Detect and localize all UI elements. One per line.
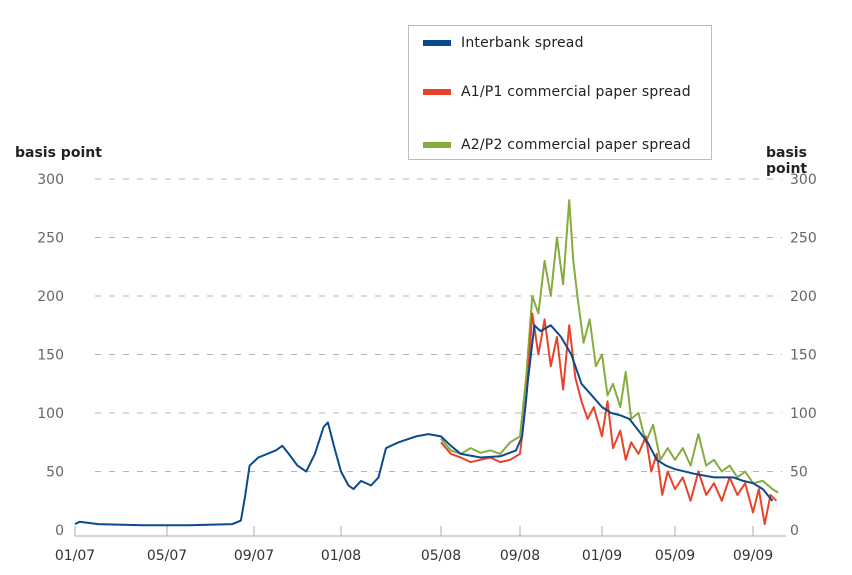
legend-swatch-a1p1 (423, 89, 451, 95)
y-axis-left-label: basis point (15, 145, 102, 161)
x-tick-label: 01/08 (321, 548, 361, 564)
y-tick-label-left: 200 (37, 289, 64, 305)
legend-swatch-interbank (423, 40, 451, 46)
a2p2-spread-line (440, 199, 779, 494)
y-tick-label-right: 250 (790, 231, 817, 247)
y-tick-label-left: 0 (55, 523, 64, 539)
y-tick-label-right: 0 (790, 523, 799, 539)
y-tick-label-right: 200 (790, 289, 817, 305)
y-tick-label-right: 50 (790, 465, 808, 481)
legend-label: A2/P2 commercial paper spread (461, 137, 691, 153)
y-axis-left-ticks: 0 50 100 150 200 250 300 (37, 172, 64, 539)
x-tick-label: 05/09 (655, 548, 695, 564)
y-tick-label-left: 300 (37, 172, 64, 188)
legend-item-a2p2: A2/P2 commercial paper spread (423, 135, 691, 155)
y-tick-label-left: 100 (37, 406, 64, 422)
series-lines (74, 199, 779, 527)
y-tick-label-right: 150 (790, 348, 817, 364)
legend-label: A1/P1 commercial paper spread (461, 84, 691, 100)
y-tick-label-right: 100 (790, 406, 817, 422)
x-tick-label: 09/07 (234, 548, 274, 564)
legend-item-a1p1: A1/P1 commercial paper spread (423, 82, 691, 102)
y-axis-right-ticks: 0 50 100 150 200 250 300 (790, 172, 817, 539)
x-tick-label: 01/07 (55, 548, 95, 564)
gridlines (95, 178, 782, 472)
legend-item-interbank: Interbank spread (423, 33, 584, 53)
x-tick-label: 09/09 (733, 548, 773, 564)
x-tick-label: 09/08 (500, 548, 540, 564)
legend-swatch-a2p2 (423, 142, 451, 148)
x-axis: 01/07 05/07 09/07 01/08 05/08 09/08 01/09 05/09… (55, 526, 786, 564)
y-tick-label-left: 50 (46, 465, 64, 481)
a1p1-spread-line (440, 312, 778, 526)
y-axis-right-label: basis point (766, 145, 808, 177)
legend: Interbank spread A1/P1 commercial paper … (408, 25, 712, 160)
x-tick-label: 01/09 (582, 548, 622, 564)
x-tick-label: 05/07 (147, 548, 187, 564)
legend-label: Interbank spread (461, 35, 584, 51)
y-tick-label-right: 300 (790, 172, 817, 188)
x-tick-label: 05/08 (421, 548, 461, 564)
interbank-spread-line (74, 324, 774, 527)
y-tick-label-left: 150 (37, 348, 64, 364)
y-tick-label-left: 250 (37, 231, 64, 247)
